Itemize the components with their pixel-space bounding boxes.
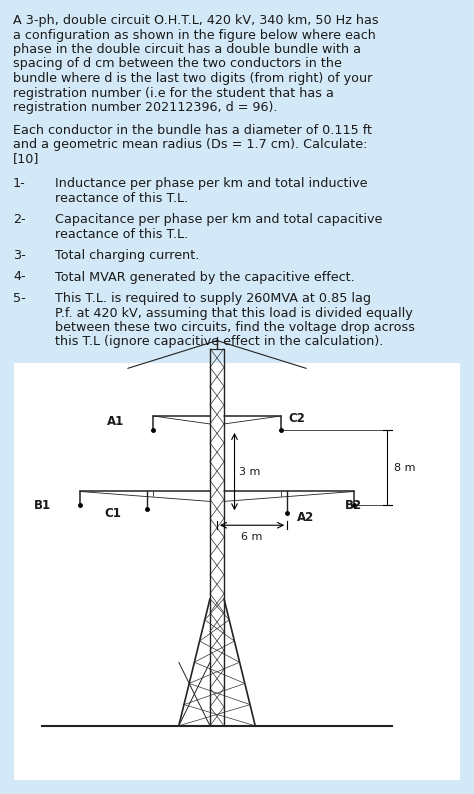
Bar: [14, 363, 460, 780]
Text: Total MVAR generated by the capacitive effect.: Total MVAR generated by the capacitive e…: [55, 271, 355, 283]
Text: reactance of this T.L.: reactance of this T.L.: [55, 228, 188, 241]
Text: 3-: 3-: [13, 249, 26, 262]
Text: 2-: 2-: [13, 213, 26, 226]
Text: Capacitance per phase per km and total capacitive: Capacitance per phase per km and total c…: [55, 213, 383, 226]
Text: C2: C2: [289, 411, 306, 425]
Text: this T.L (ignore capacitive effect in the calculation).: this T.L (ignore capacitive effect in th…: [55, 336, 383, 349]
Text: 5-: 5-: [13, 292, 26, 305]
Text: spacing of d cm between the two conductors in the: spacing of d cm between the two conducto…: [13, 57, 342, 71]
Text: registration number (i.e for the student that has a: registration number (i.e for the student…: [13, 87, 334, 99]
Text: P.f. at 420 kV, assuming that this load is divided equally: P.f. at 420 kV, assuming that this load …: [55, 306, 413, 319]
Text: Total charging current.: Total charging current.: [55, 249, 200, 262]
Text: reactance of this T.L.: reactance of this T.L.: [55, 191, 188, 205]
Text: 8 m: 8 m: [394, 463, 415, 472]
Text: 4-: 4-: [13, 271, 26, 283]
Text: phase in the double circuit has a double bundle with a: phase in the double circuit has a double…: [13, 43, 361, 56]
Text: B2: B2: [345, 499, 362, 512]
Text: C1: C1: [105, 507, 121, 520]
Text: A2: A2: [297, 511, 314, 524]
Text: This T.L. is required to supply 260MVA at 0.85 lag: This T.L. is required to supply 260MVA a…: [55, 292, 371, 305]
Text: Each conductor in the bundle has a diameter of 0.115 ft: Each conductor in the bundle has a diame…: [13, 124, 372, 137]
Text: A 3-ph, double circuit O.H.T.L, 420 kV, 340 km, 50 Hz has: A 3-ph, double circuit O.H.T.L, 420 kV, …: [13, 14, 379, 27]
Text: 1-: 1-: [13, 177, 26, 190]
Text: [10]: [10]: [13, 152, 39, 165]
Text: between these two circuits, find the voltage drop across: between these two circuits, find the vol…: [55, 321, 415, 334]
Text: and a geometric mean radius (Ds = 1.7 cm). Calculate:: and a geometric mean radius (Ds = 1.7 cm…: [13, 138, 367, 151]
Text: A1: A1: [108, 415, 125, 429]
Text: bundle where d is the last two digits (from right) of your: bundle where d is the last two digits (f…: [13, 72, 373, 85]
Text: 6 m: 6 m: [241, 532, 263, 542]
Text: 3 m: 3 m: [239, 467, 261, 476]
Text: Inductance per phase per km and total inductive: Inductance per phase per km and total in…: [55, 177, 367, 190]
Text: registration number 202112396, d = 96).: registration number 202112396, d = 96).: [13, 101, 277, 114]
Text: a configuration as shown in the figure below where each: a configuration as shown in the figure b…: [13, 29, 376, 41]
Text: B1: B1: [34, 499, 51, 512]
